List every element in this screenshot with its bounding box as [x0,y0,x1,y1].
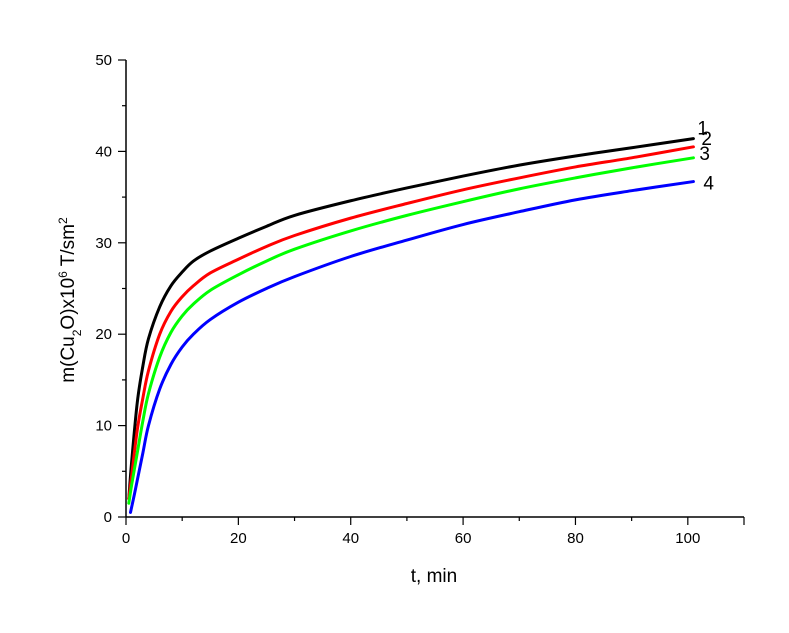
series-line-2 [127,145,695,501]
y-axis-title: m(Cu2O)x106 T/sm2 [56,217,84,383]
x-axis: 0 20 40 60 80 100 [122,516,745,547]
y-axis-title-superscript: 6 [56,271,70,278]
x-tick-label: 80 [567,530,584,547]
y-tick-label: 0 [104,509,112,526]
series-label-3: 3 [699,144,710,165]
x-tick-label: 20 [230,530,247,547]
x-tick-label: 100 [675,530,700,547]
series-line-3 [127,156,695,505]
y-tick-label: 10 [95,418,112,435]
series-line-4 [128,180,695,514]
y-axis-title-unit: T/sm [58,224,79,271]
y-tick-label: 30 [95,235,112,252]
y-axis-title-mid: O)x10 [58,278,79,330]
y-axis-title-superscript-2: 2 [56,217,70,224]
x-tick-label: 0 [122,530,130,547]
series-label-4: 4 [703,174,714,195]
series-line-1 [127,137,695,501]
x-tick-label: 40 [342,530,359,547]
x-axis-title: t, min [411,566,457,587]
y-tick-label: 40 [95,143,112,160]
x-tick-label: 60 [455,530,472,547]
y-axis-title-base: m(Cu [58,336,79,382]
y-tick-label: 20 [95,326,112,343]
series-label-2: 2 [701,129,712,150]
y-axis: 0 10 20 30 40 50 [95,52,127,526]
series-label-1: 1 [697,119,708,140]
plot-area: 123 4 [127,119,714,514]
y-axis-title-subscript: 2 [70,329,84,336]
y-tick-label: 50 [95,52,112,69]
